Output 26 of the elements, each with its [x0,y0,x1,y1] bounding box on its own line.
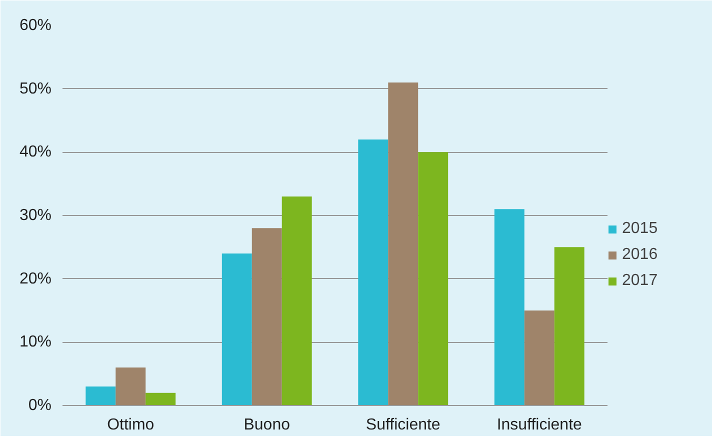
x-tick-label: Buono [244,416,290,434]
bar [222,254,252,406]
y-tick-label: 40% [19,144,52,161]
legend-label: 2015 [622,220,658,238]
bar [358,140,388,406]
legend-label: 2017 [622,272,658,290]
y-tick-label: 20% [19,270,52,288]
y-tick-label: 0% [28,397,52,414]
bar [388,82,418,406]
x-tick-label: Sufficiente [366,416,440,434]
x-tick-label: Ottimo [107,416,154,434]
bar [146,392,176,406]
y-tick-label: 10% [19,334,52,351]
bar [494,209,524,406]
bar [252,228,282,406]
y-tick-label: 60% [19,17,52,34]
bar [418,152,448,406]
y-tick-label: 30% [19,207,52,224]
x-tick-label: Insufficiente [496,416,582,434]
bar [86,386,116,406]
bar [116,368,146,406]
bar [554,247,584,406]
legend-label: 2016 [622,246,658,264]
y-tick-label: 50% [19,80,52,98]
bar [524,310,554,406]
bar [282,196,312,406]
